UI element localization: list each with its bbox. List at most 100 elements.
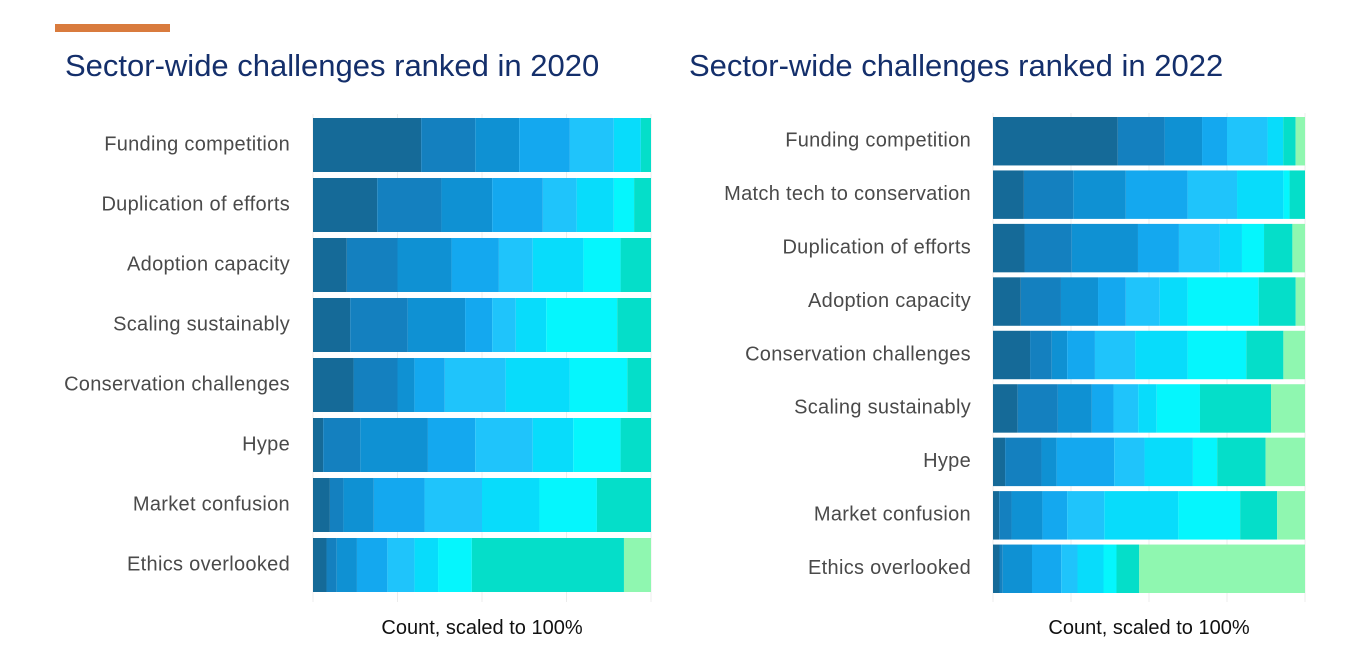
bar-segment [313,358,354,412]
bar-segment [1295,117,1305,166]
bar-segment [444,358,506,412]
bar-segment [1077,544,1104,593]
category-label: Ethics overlooked [808,557,971,579]
bar-segment [993,223,1025,273]
bar-segment [1137,223,1179,273]
bar-segment [441,178,493,232]
bar-segment [492,298,516,352]
bar-segment [1113,384,1139,433]
bar-segment [993,544,1000,593]
bar-segment [993,277,1021,326]
category-label: Ethics overlooked [127,553,290,575]
bar-segment [1267,117,1284,166]
bar-segment [1139,544,1305,593]
bar-segment [993,384,1018,433]
bar-segment [993,170,1024,219]
bar-segment [360,418,428,472]
bar-segment [1125,277,1160,326]
bar-segment [1178,223,1220,273]
bar-segment [993,491,1000,540]
bar-segment [1135,330,1188,380]
bar-segment [1060,277,1099,326]
bar-segment [505,358,570,412]
bar-segment [1125,170,1188,219]
bar-segment [993,437,1006,487]
bar-segment [350,298,408,352]
bar-segment [1240,491,1278,540]
bar-segment [1227,117,1268,166]
category-label: Scaling sustainably [794,397,971,419]
category-label: Market confusion [133,493,290,515]
bar-segment [532,418,574,472]
bar-segment [999,491,1012,540]
bar-segment [377,178,442,232]
bar-segment [313,118,422,172]
bar-segment [1283,117,1296,166]
bar-segment [1057,384,1092,433]
bar-segment [532,238,584,292]
bar-segment [1116,544,1140,593]
bar-segment [1094,330,1136,380]
bar-segment [1271,384,1305,433]
bar-segment [1187,330,1247,380]
bar-segment [1159,277,1188,326]
bar-segment [492,178,543,232]
bar-segment [640,118,651,172]
bar-segment [451,238,499,292]
bar-segment [1067,330,1095,380]
bar-segment [627,358,651,412]
bar-segment [1283,330,1305,380]
bar-segment [1042,491,1068,540]
bar-segment [421,118,476,172]
bar-segment [519,118,570,172]
bar-segment [313,538,327,592]
bar-segment [465,298,493,352]
bar-segment [313,238,347,292]
bar-segment [1217,437,1266,487]
bar-segment [569,358,628,412]
bar-segment [576,178,614,232]
bar-segment [1098,277,1126,326]
bar-segment [620,238,651,292]
chart-title-2020: Sector-wide challenges ranked in 2020 [65,48,600,83]
bar-segment [546,298,618,352]
bar-segment [596,478,651,532]
bar-segment [617,298,651,352]
bar-segment [539,478,597,532]
bar-segment [326,538,337,592]
bar-segment [1178,491,1241,540]
bar-segment [1138,384,1157,433]
bar-segment [1011,491,1043,540]
bar-segment [313,478,330,532]
bar-segment [1002,544,1032,593]
bar-segment [313,178,378,232]
category-label: Scaling sustainably [113,313,290,335]
bar-segment [515,298,547,352]
bar-segment [343,478,374,532]
bar-segment [1005,437,1042,487]
bar-segment [323,418,361,472]
bar-segment [414,358,445,412]
bar-segment [1289,170,1305,219]
bar-segment [1241,223,1265,273]
bar-segment [583,238,621,292]
bar-segment [1187,170,1238,219]
bar-segment [475,118,520,172]
bar-segment [336,538,357,592]
category-label: Conservation challenges [64,373,290,395]
bar-segment [356,538,388,592]
bar-segment [1246,330,1284,380]
bar-segment [1020,277,1061,326]
bar-segment [397,238,452,292]
bar-segment [634,178,651,232]
bar-segment [1041,437,1057,487]
x-axis-label: Count, scaled to 100% [381,617,582,639]
bar-segment [1199,384,1272,433]
bar-segment [424,478,482,532]
bar-segment [397,358,415,412]
bar-segment [542,178,577,232]
bar-segment [1103,544,1117,593]
bar-segment [329,478,344,532]
bar-segment [1219,223,1242,273]
